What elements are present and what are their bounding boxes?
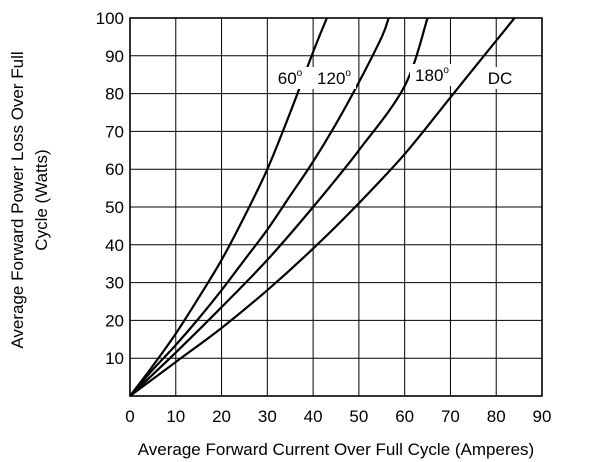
x-tick-labels: 0 10 20 30 40 50 60 70 80 90 [125,407,551,426]
x-tick-label: 80 [487,407,506,426]
plot-frame [129,17,543,397]
curve-180 [129,17,429,397]
degree-mark: o [297,68,303,79]
x-tick-label: 60 [395,407,414,426]
x-tick-label: 40 [304,407,323,426]
curve-label-backdrop [268,67,312,89]
degree-mark: o [345,68,351,79]
y-tick-label: 50 [105,198,124,217]
y-tick-label: 20 [105,311,124,330]
curve-label-backdrop [478,67,522,89]
y-tick-label: 80 [105,85,124,104]
curve-label-180: 180o [415,65,449,85]
curve-120 [129,17,390,397]
x-tick-label: 70 [441,407,460,426]
x-tick-label: 50 [349,407,368,426]
curve-label-120: 120o [317,68,351,88]
x-tick-label: 10 [166,407,185,426]
y-tick-label: 30 [105,274,124,293]
curve-dc [129,17,516,397]
y-tick-labels: 10 20 30 40 50 60 70 80 90 100 [96,9,124,368]
x-tick-label: 90 [533,407,552,426]
curve-label-dc: DC [488,69,513,88]
y-tick-label: 10 [105,349,124,368]
y-axis-title-line-2: Cycle (Watts) [32,149,51,250]
x-tick-label: 30 [258,407,277,426]
y-tick-label: 100 [96,9,124,28]
y-tick-label: 60 [105,160,124,179]
x-tick-label: 20 [212,407,231,426]
y-axis-title-line-1: Average Forward Power Loss Over Full [8,51,27,348]
curve-label-backdrop [312,67,356,89]
y-tick-label: 40 [105,236,124,255]
curve-label-60: 60o [278,68,303,88]
y-tick-label: 90 [105,47,124,66]
x-tick-label: 0 [125,407,134,426]
curve-label-backdrop [410,64,454,86]
degree-mark: o [443,65,449,76]
y-tick-label: 70 [105,122,124,141]
curve-labels: 60o 120o 180o DC [268,64,522,89]
x-axis-title: Average Forward Current Over Full Cycle … [138,440,534,459]
